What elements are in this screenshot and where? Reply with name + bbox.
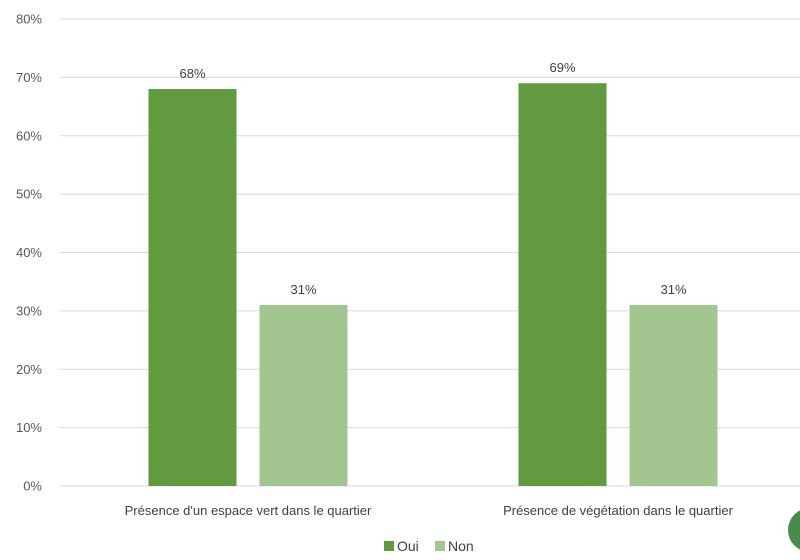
bars xyxy=(148,83,718,487)
data-labels: 68% 31% 69% 31% xyxy=(179,60,686,297)
corner-badge-icon xyxy=(788,510,800,550)
y-tick-label: 40% xyxy=(16,245,42,260)
x-category-label: Présence de végétation dans le quartier xyxy=(503,503,733,518)
y-tick-label: 10% xyxy=(16,420,42,435)
legend-swatch-non xyxy=(435,541,445,551)
data-label: 69% xyxy=(549,60,575,75)
y-tick-label: 20% xyxy=(16,362,42,377)
legend-swatch-oui xyxy=(384,541,394,551)
y-tick-label: 70% xyxy=(16,70,42,85)
y-tick-label: 50% xyxy=(16,187,42,202)
legend-label-oui: Oui xyxy=(397,538,419,554)
bar-oui-1 xyxy=(148,89,237,487)
legend-label-non: Non xyxy=(448,538,474,554)
y-tick-label: 0% xyxy=(23,479,42,494)
x-axis-category-labels: Présence d'un espace vert dans le quarti… xyxy=(125,503,734,518)
data-label: 31% xyxy=(660,282,686,297)
x-category-label: Présence d'un espace vert dans le quarti… xyxy=(125,503,372,518)
data-label: 68% xyxy=(179,66,205,81)
bar-non-1 xyxy=(259,305,348,486)
legend: Oui Non xyxy=(384,538,474,554)
bar-non-2 xyxy=(629,305,718,486)
y-axis-tick-labels: 0% 10% 20% 30% 40% 50% 60% 70% 80% xyxy=(16,12,42,494)
y-tick-label: 80% xyxy=(16,12,42,27)
data-label: 31% xyxy=(290,282,316,297)
y-tick-label: 60% xyxy=(16,128,42,143)
y-tick-label: 30% xyxy=(16,303,42,318)
bar-oui-2 xyxy=(518,83,607,487)
